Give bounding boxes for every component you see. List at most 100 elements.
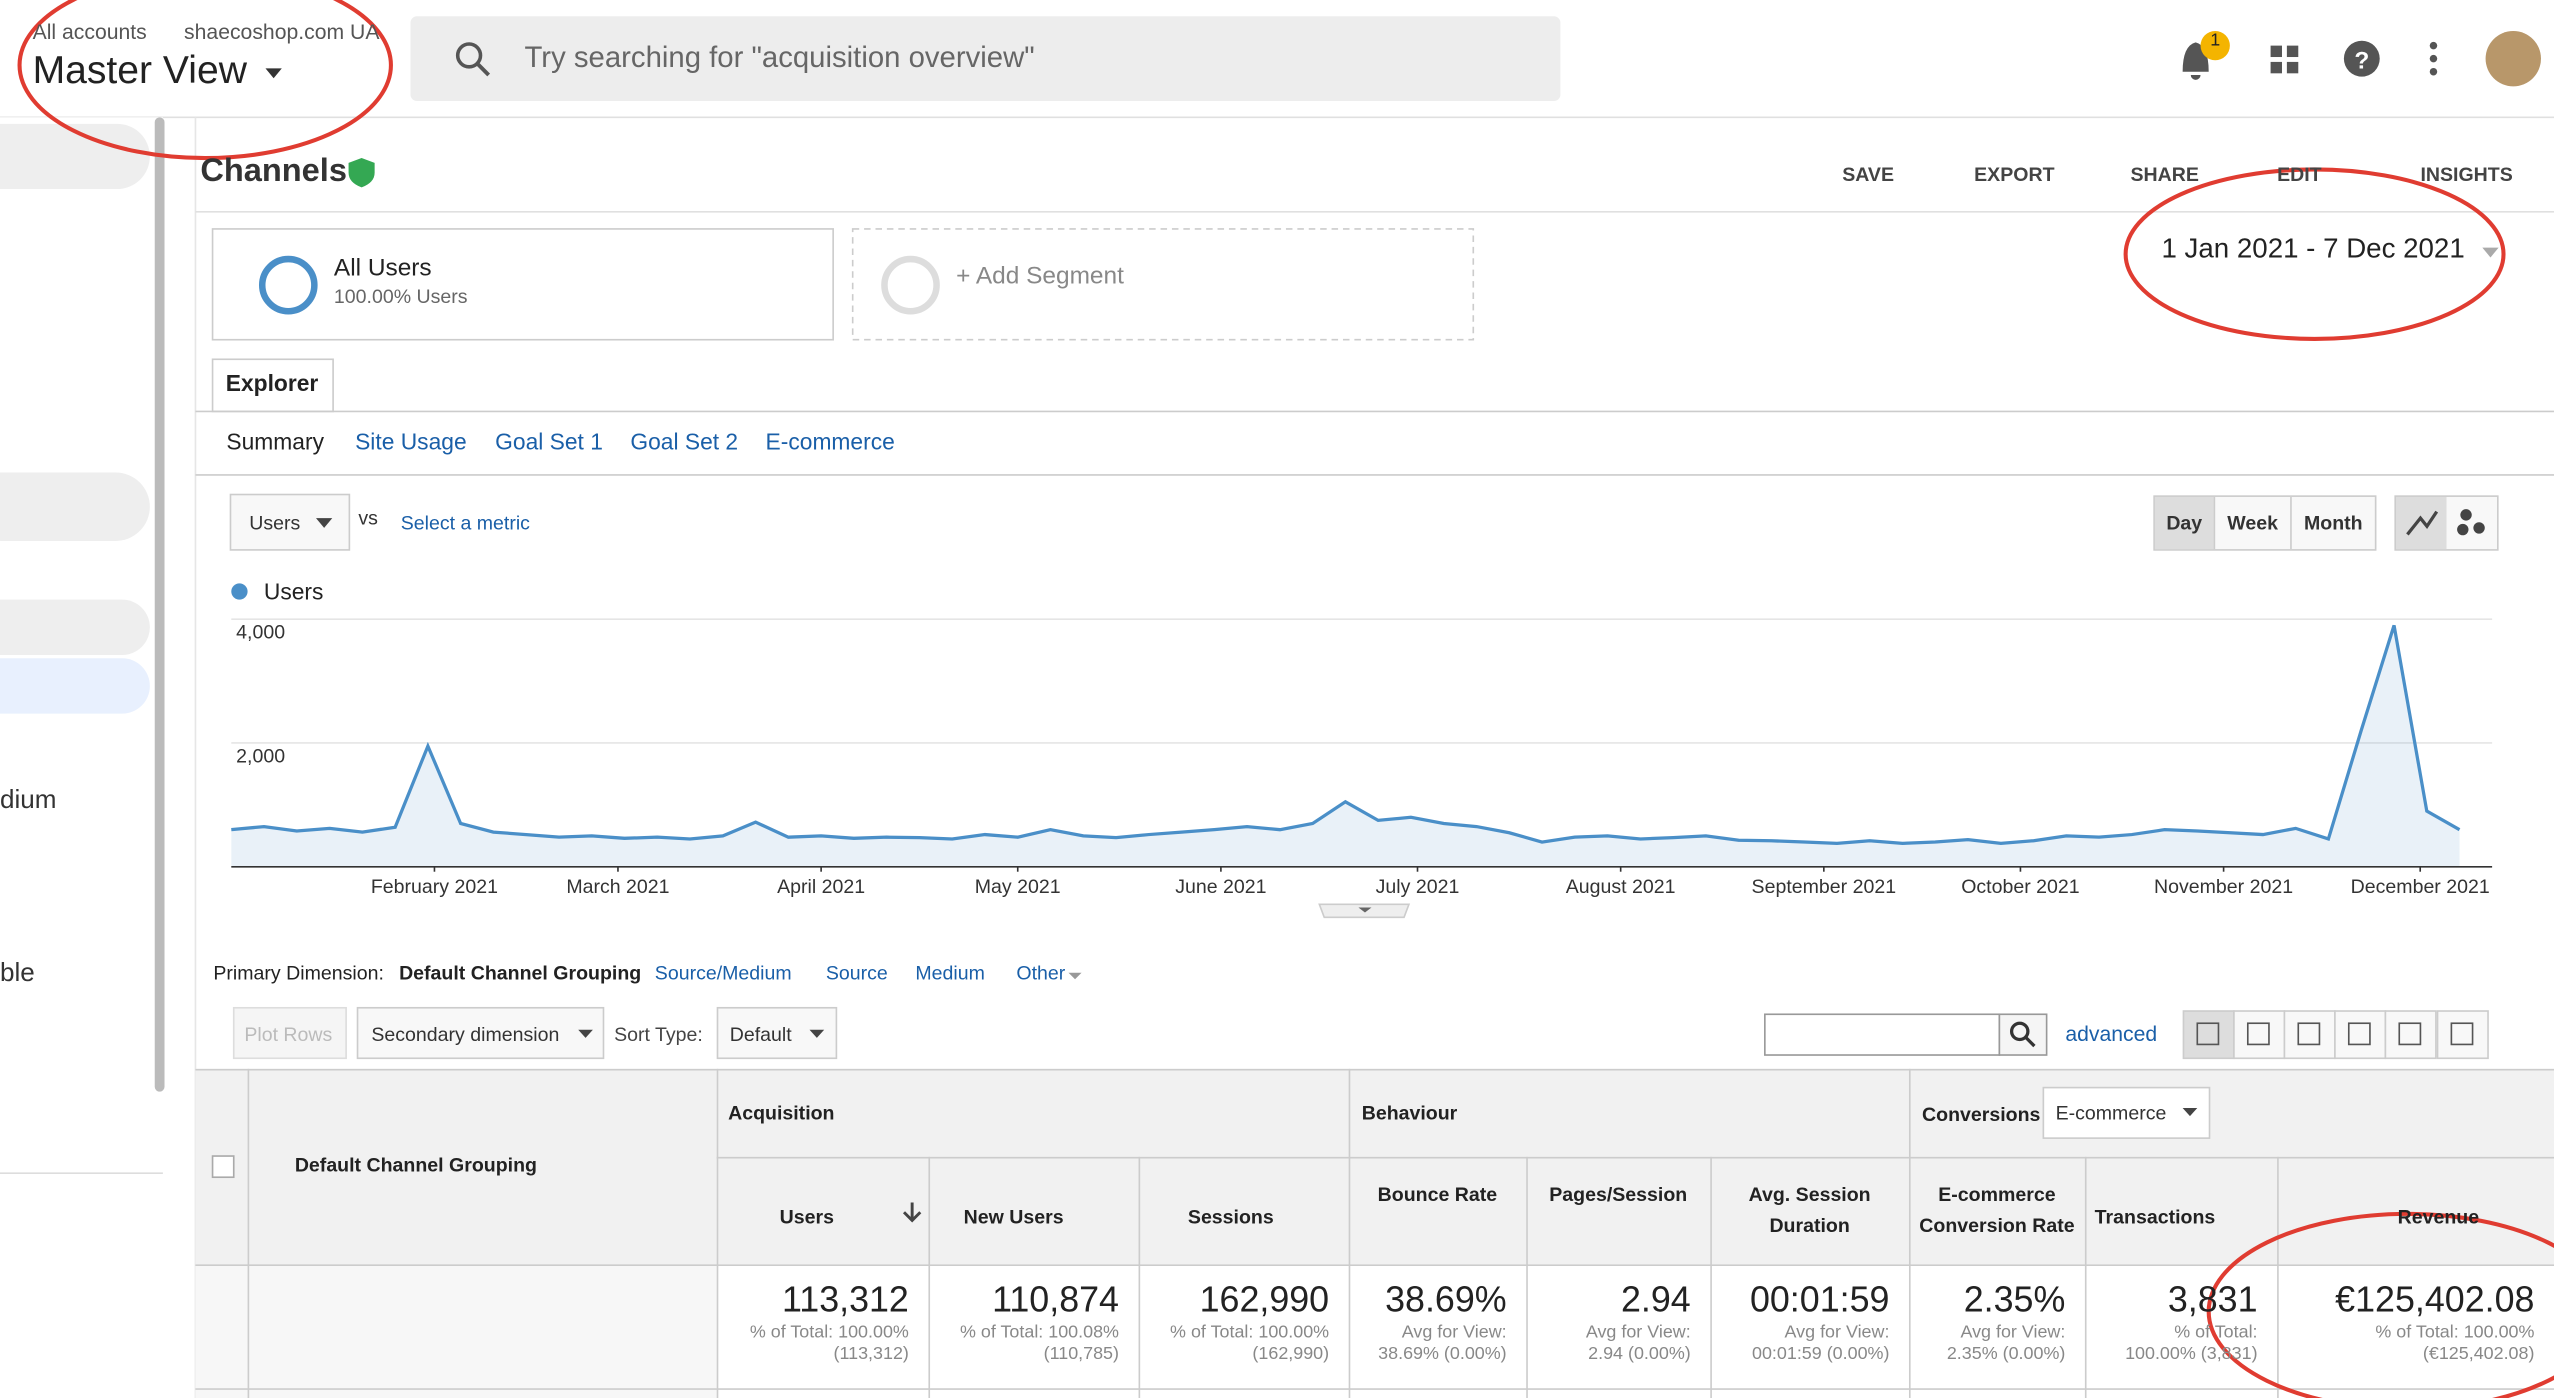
sub-tab[interactable]: Goal Set 1 (495, 428, 603, 455)
sort-select[interactable]: Default (729, 1023, 792, 1047)
column-header[interactable]: Avg. Session Duration (1748, 1182, 1871, 1237)
column-header[interactable]: E-commerce Conversion Rate (1919, 1182, 2075, 1237)
metric-dropdown[interactable] (229, 493, 351, 551)
conversion-select[interactable]: E-commerce (2055, 1101, 2167, 1125)
report-title: Channels (200, 153, 347, 190)
avatar[interactable] (2485, 30, 2541, 87)
advanced-link[interactable]: advanced (2065, 1021, 2158, 1047)
total-note: 00:01:59 (0.00%) (1751, 1344, 1890, 1364)
filter-button[interactable] (1998, 1013, 2048, 1056)
action-button[interactable]: SHARE (2130, 162, 2199, 186)
column-header[interactable]: Users (779, 1205, 834, 1229)
menu-icon[interactable] (2429, 41, 2438, 76)
sidebar-item[interactable] (0, 472, 150, 541)
secondary-dimension[interactable]: Secondary dimension (371, 1023, 560, 1047)
column-header[interactable]: Sessions (1187, 1205, 1274, 1229)
sub-tab[interactable]: Goal Set 2 (630, 428, 739, 455)
sidebar-item[interactable] (0, 658, 150, 714)
line (231, 624, 2461, 845)
column-header[interactable]: Revenue (2397, 1205, 2480, 1229)
search-icon (475, 62, 491, 77)
granularity-button[interactable]: Week (2227, 511, 2279, 535)
chart-type-active[interactable] (2396, 496, 2447, 550)
checkbox[interactable] (211, 1155, 235, 1179)
total-note: Avg for View: (1784, 1323, 1890, 1343)
total-note: % of Total: 100.00% (749, 1323, 909, 1343)
sub-tab[interactable]: Site Usage (355, 428, 467, 455)
search-placeholder[interactable]: Try searching for "acquisition overview" (524, 40, 1035, 74)
segment-name[interactable]: All Users (333, 254, 432, 282)
total-value: 2.35% (1963, 1279, 2066, 1320)
x-tick-label: July 2021 (1375, 874, 1460, 898)
sidebar-label[interactable]: dium (0, 786, 57, 815)
dimension-option[interactable]: Medium (915, 961, 985, 985)
x-tick-label: May 2021 (974, 874, 1061, 898)
segment-icon (258, 255, 318, 315)
caret (2182, 1107, 2198, 1117)
total-value: 2.94 (1620, 1279, 1691, 1320)
apps-icon[interactable] (2270, 45, 2299, 74)
dimension-option[interactable]: Other (1016, 961, 1066, 985)
tab[interactable]: Explorer (225, 369, 319, 396)
vs-label: vs (358, 506, 378, 530)
date-range[interactable]: 1 Jan 2021 - 7 Dec 2021 (2161, 232, 2465, 264)
total-note: (€125,402.08) (2422, 1344, 2535, 1364)
dimension-option[interactable]: Source/Medium (654, 961, 792, 985)
caret (578, 1029, 593, 1038)
segment-add[interactable]: + Add Segment (956, 262, 1124, 291)
sidebar-label[interactable]: ble (0, 959, 35, 988)
help-icon: ? (2354, 47, 2369, 74)
granularity-button[interactable]: Day (2166, 511, 2203, 535)
total-note: (113,312) (833, 1344, 909, 1364)
dropdown[interactable] (356, 1006, 605, 1060)
column-header[interactable]: Pages/Session (1549, 1182, 1688, 1206)
x-tick-label: March 2021 (566, 874, 670, 898)
granularity-active (2154, 496, 2214, 550)
sidebar-item[interactable] (0, 599, 150, 655)
help-icon[interactable] (2343, 40, 2380, 77)
view-selector[interactable]: Master View (32, 48, 247, 93)
action-button[interactable]: EDIT (2277, 162, 2322, 186)
area (231, 625, 2460, 867)
sub-tab[interactable]: E-commerce (765, 428, 895, 455)
legend-marker (231, 583, 248, 600)
dimension-option[interactable]: Source (825, 961, 888, 985)
button[interactable] (232, 1006, 347, 1060)
search-box[interactable] (410, 16, 1561, 102)
total-value: 00:01:59 (1749, 1279, 1890, 1320)
group-header: Acquisition (728, 1101, 835, 1125)
tab[interactable] (211, 358, 334, 413)
segment-card[interactable] (211, 228, 834, 341)
sidebar-item[interactable] (0, 123, 150, 189)
scrollbar[interactable] (154, 117, 165, 1092)
x-tick-label: June 2021 (1175, 874, 1267, 898)
dropdown[interactable] (2042, 1086, 2211, 1139)
breadcrumb[interactable]: All accounts (32, 19, 147, 44)
action-button[interactable]: EXPORT (1974, 162, 2055, 186)
column-header[interactable]: Transactions (2094, 1205, 2216, 1229)
caret (1068, 972, 1082, 980)
metric-label[interactable]: Users (249, 511, 301, 535)
table-filter[interactable] (1764, 1013, 2001, 1056)
column-header[interactable]: Bounce Rate (1377, 1182, 1498, 1206)
view-button (2283, 1010, 2336, 1060)
legend-label: Users (263, 578, 324, 605)
group-header: Behaviour (1361, 1101, 1458, 1125)
column-header[interactable]: New Users (963, 1205, 1064, 1229)
sub-tab[interactable]: Summary (226, 428, 324, 455)
view-icon (2297, 1022, 2321, 1046)
breadcrumb[interactable]: shaecoshop.com UA (184, 19, 380, 44)
total-note: 2.94 (0.00%) (1588, 1344, 1691, 1364)
caret (265, 68, 282, 79)
action-button[interactable]: INSIGHTS (2420, 162, 2513, 186)
caret (315, 518, 333, 528)
column-header[interactable]: Default Channel Grouping (294, 1153, 537, 1177)
granularity-button[interactable]: Month (2303, 511, 2363, 535)
segment-icon (881, 255, 940, 315)
caret (2482, 247, 2499, 258)
plot-rows[interactable]: Plot Rows (244, 1023, 333, 1047)
select-metric[interactable]: Select a metric (400, 511, 530, 535)
action-button[interactable]: SAVE (1842, 162, 1894, 186)
segment-card[interactable] (851, 228, 1475, 341)
